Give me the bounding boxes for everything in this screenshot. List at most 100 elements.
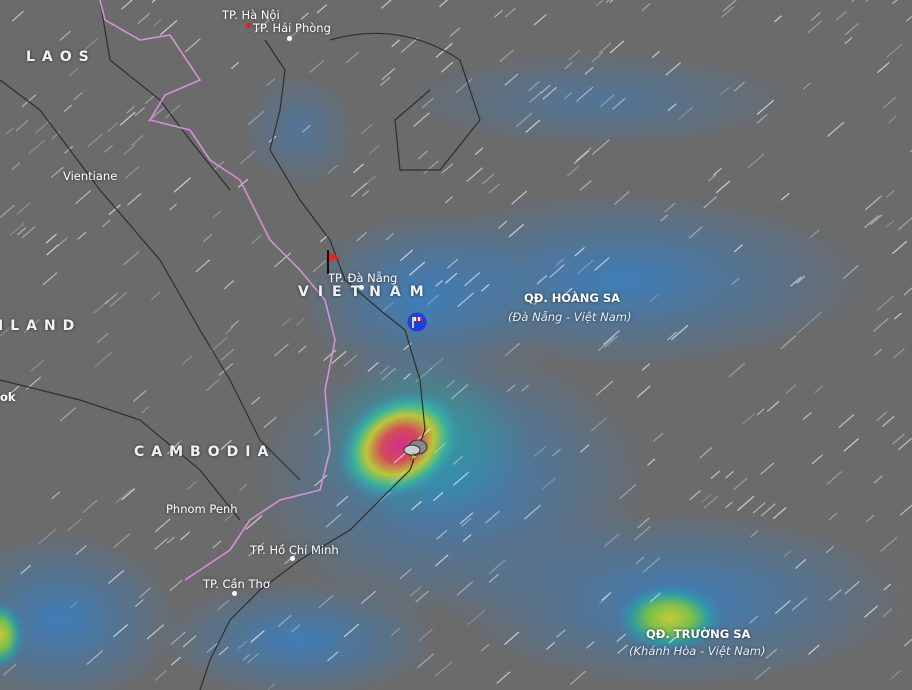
wind-streak xyxy=(312,260,327,273)
wind-streak xyxy=(790,276,802,287)
wind-streak xyxy=(749,615,758,624)
wind-streak xyxy=(464,272,481,287)
wind-streak xyxy=(144,94,156,104)
wind-streak xyxy=(381,68,395,80)
red-flag-icon[interactable] xyxy=(324,250,344,274)
wind-streak xyxy=(134,107,145,117)
wind-streak xyxy=(668,636,677,644)
city-dot xyxy=(359,285,364,290)
wind-streak xyxy=(77,231,87,240)
wind-streak xyxy=(785,384,797,394)
archipelago-label-hoangsa[interactable]: QĐ. HOÀNG SA xyxy=(524,291,621,305)
wind-streak xyxy=(123,144,136,156)
wind-streak xyxy=(835,10,847,21)
city-label-cantho[interactable]: TP. Cần Thơ xyxy=(203,577,270,591)
wind-streak xyxy=(336,496,349,507)
wind-streak xyxy=(107,122,119,132)
wind-streak xyxy=(467,609,486,625)
windsock-icon[interactable] xyxy=(407,312,427,332)
wind-streak xyxy=(17,227,27,236)
city-label-phnom-penh[interactable]: Phnom Penh xyxy=(166,502,238,516)
wind-streak xyxy=(809,229,820,239)
wind-streak xyxy=(220,440,232,451)
wind-streak xyxy=(609,40,625,54)
wind-streak xyxy=(131,135,144,147)
wind-streak xyxy=(498,220,508,229)
wind-streak xyxy=(865,515,875,523)
wind-streak xyxy=(870,214,883,225)
wind-streak xyxy=(325,513,342,528)
wind-streak xyxy=(411,500,422,511)
wind-streak xyxy=(93,300,109,314)
wind-streak xyxy=(380,76,391,86)
wind-streak xyxy=(733,244,743,253)
country-label-cambodia: CAMBODIA xyxy=(134,444,276,460)
wind-streak xyxy=(886,43,903,58)
city-label-bangkok[interactable]: ok xyxy=(0,390,16,404)
wind-streak xyxy=(504,73,519,86)
wind-streak xyxy=(725,471,734,479)
wind-streak xyxy=(725,501,733,509)
wind-streak xyxy=(266,78,276,86)
wind-streak xyxy=(761,503,776,517)
wind-streak xyxy=(453,471,469,486)
wind-streak xyxy=(75,190,91,204)
wind-streak xyxy=(455,78,473,93)
thunderstorm-icon[interactable] xyxy=(402,438,432,462)
wind-streak xyxy=(703,495,718,509)
city-label-hanoi[interactable]: TP. Hà Nội xyxy=(222,8,280,22)
wind-streak xyxy=(202,233,213,243)
wind-streak xyxy=(21,226,36,239)
city-label-danang[interactable]: TP. Đà Nẵng xyxy=(328,271,398,285)
wind-streak xyxy=(9,222,25,236)
wind-streak xyxy=(151,0,156,3)
wind-streak xyxy=(886,220,894,228)
wind-streak xyxy=(892,433,905,445)
wind-streak xyxy=(755,666,771,680)
wind-streak xyxy=(810,12,821,22)
wind-streak xyxy=(212,540,222,549)
wind-streak xyxy=(51,166,64,178)
wind-streak xyxy=(641,363,651,371)
wind-streak xyxy=(346,51,359,64)
wind-streak xyxy=(637,517,650,529)
wind-streak xyxy=(880,536,898,552)
city-label-hcm[interactable]: TP. Hồ Chí Minh xyxy=(250,543,339,557)
wind-streak xyxy=(42,272,58,286)
wind-streak xyxy=(30,359,45,372)
archipelago-label-truongsa[interactable]: QĐ. TRƯỜNG SA xyxy=(646,627,751,641)
wind-streak xyxy=(731,277,740,285)
wind-streak xyxy=(46,244,59,256)
wind-streak xyxy=(882,608,892,618)
wind-streak xyxy=(254,19,270,33)
wind-streak xyxy=(247,652,260,664)
wind-streak xyxy=(146,624,165,640)
wind-streak xyxy=(488,573,499,583)
wind-streak xyxy=(603,330,620,345)
wind-streak xyxy=(415,367,433,383)
wind-streak xyxy=(367,361,379,372)
wind-streak xyxy=(584,66,594,75)
wind-streak xyxy=(827,121,845,137)
wind-streak xyxy=(181,355,193,365)
wind-streak xyxy=(892,240,908,255)
wind-streak xyxy=(301,125,311,133)
wind-streak xyxy=(67,518,82,532)
wind-streak xyxy=(647,458,656,466)
vietnam-border xyxy=(99,0,336,581)
wind-streak xyxy=(59,30,71,41)
city-label-haiphong[interactable]: TP. Hải Phòng xyxy=(253,21,331,35)
wind-streak xyxy=(533,14,547,26)
wind-streak xyxy=(75,545,87,555)
wind-streak xyxy=(378,492,391,503)
wind-streak xyxy=(828,589,842,601)
wind-streak xyxy=(664,202,676,213)
wind-streak xyxy=(844,581,860,595)
city-label-vientiane[interactable]: Vientiane xyxy=(63,169,118,183)
wind-streak xyxy=(524,504,542,520)
wind-streak xyxy=(882,415,895,427)
wind-streak xyxy=(0,204,15,218)
wind-streak xyxy=(552,448,561,457)
city-dot xyxy=(232,591,237,596)
